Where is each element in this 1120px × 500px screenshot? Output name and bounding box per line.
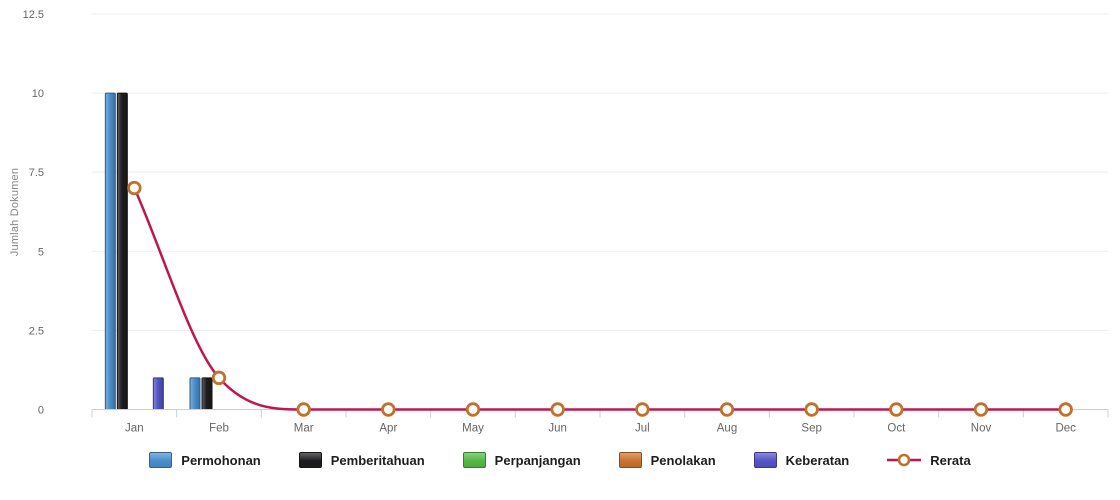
x-tick-label-nov: Nov [971,423,992,435]
legend-label-permohonan: Permohonan [181,452,261,468]
bar-pemberitahuan-feb[interactable] [201,377,213,410]
rerata-point-dec[interactable] [1058,402,1073,417]
x-tick-label-sep: Sep [801,423,821,435]
x-tick-label-jul: Jul [635,423,650,435]
rerata-point-nov[interactable] [973,402,989,417]
legend-item-pemberitahuan[interactable]: Pemberitahuan [298,452,425,468]
rerata-point-jun[interactable] [550,402,565,417]
y-tick-label: 0 [38,405,44,417]
legend-item-rerata[interactable]: Rerata [887,452,971,468]
y-tick-label: 12.5 [23,9,44,21]
chart-canvas: 0 2.5 5 7.5 10 12.5 Jan Feb Mar Apr May Jun Jul Aug Se… [23,9,1109,435]
chart-legend: Permohonan Pemberitahuan Perpanjangan Pe… [0,452,1120,468]
x-tick-label-jun: Jun [548,423,567,435]
x-tick-label-oct: Oct [887,423,906,435]
rerata-point-feb[interactable] [211,370,227,386]
x-tick-label-jan: Jan [125,423,144,435]
legend-label-perpanjangan: Perpanjangan [494,452,581,468]
legend-swatch-permohonan [149,452,173,468]
legend-item-perpanjangan[interactable]: Perpanjangan [462,452,581,468]
bar-keberatan-jan[interactable] [152,377,164,410]
legend-swatch-keberatan [753,452,777,468]
legend-swatch-perpanjangan [462,452,486,468]
x-tick-label-aug: Aug [717,423,737,435]
legend-item-penolakan[interactable]: Penolakan [618,452,716,468]
x-tick-label-mar: Mar [294,423,314,435]
rerata-point-mar[interactable] [296,402,311,417]
rerata-point-sep[interactable] [804,402,819,417]
bar-permohonan-jan[interactable] [104,92,116,410]
rerata-point-jul[interactable] [635,402,650,417]
legend-swatch-penolakan [618,452,642,468]
rerata-line [133,187,1066,411]
x-tick-label-dec: Dec [1055,423,1076,435]
rerata-point-aug[interactable] [719,402,735,417]
rerata-point-oct[interactable] [889,402,904,417]
legend-swatch-pemberitahuan [298,452,322,468]
rerata-point-jan[interactable] [127,180,142,196]
y-axis-title: Jumlah Dokumen [9,167,21,257]
legend-label-keberatan: Keberatan [785,452,850,468]
y-tick-label: 2.5 [29,325,44,337]
legend-label-penolakan: Penolakan [650,452,716,468]
legend-label-rerata: Rerata [930,452,971,468]
legend-label-pemberitahuan: Pemberitahuan [330,452,425,468]
y-tick-label: 5 [38,246,44,258]
legend-item-permohonan[interactable]: Permohonan [149,452,261,468]
x-tick-label-apr: Apr [379,423,397,435]
x-tick-label-may: May [462,423,484,435]
rerata-line-marker-icon [887,452,922,468]
rerata-point-apr[interactable] [381,402,396,417]
bar-pemberitahuan-jan[interactable] [116,92,128,410]
rerata-point-may[interactable] [465,402,481,417]
bar-permohonan-feb[interactable] [189,377,201,410]
y-tick-label: 10 [32,88,44,100]
legend-item-keberatan[interactable]: Keberatan [753,452,850,468]
y-tick-label: 7.5 [29,167,44,179]
x-tick-label-feb: Feb [209,423,229,435]
